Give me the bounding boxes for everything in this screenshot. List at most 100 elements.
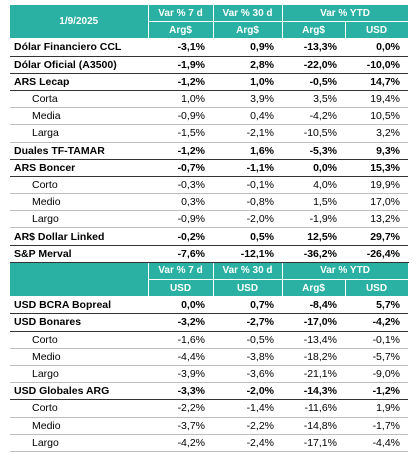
table-container: 1/9/2025 Var % 7 d Var % 30 d Var % YTD Arg$… — [10, 5, 409, 452]
value-cell: -2,2% — [213, 417, 282, 435]
unit-header: Arg$ — [282, 279, 346, 298]
value-cell: -8,4% — [282, 296, 345, 315]
data-row: Corto -1,6% -0,5% -13,4% -0,1% — [10, 331, 408, 349]
value-cell: -3,8% — [213, 348, 282, 366]
data-row: AR$ Dollar Linked -0,2% 0,5% 12,5% 29,7% — [10, 227, 408, 246]
unit-header: USD — [345, 279, 409, 298]
value-cell: -2,1% — [213, 124, 282, 143]
row-label: Corta — [10, 90, 148, 109]
value-cell: -0,9% — [148, 107, 213, 126]
value-cell: 12,5% — [282, 227, 345, 246]
value-cell: -14,8% — [282, 417, 345, 435]
value-cell: -1,2% — [148, 73, 213, 91]
unit-header: USD — [213, 279, 283, 298]
value-cell: -4,2% — [148, 434, 213, 452]
value-cell: -0,5% — [213, 331, 282, 349]
value-cell: 14,7% — [345, 73, 408, 91]
value-cell: -0,1% — [213, 176, 282, 195]
value-cell: 19,4% — [345, 90, 408, 109]
value-cell: -4,2% — [345, 313, 408, 332]
column-header: Var % YTD — [282, 262, 409, 281]
value-cell: 10,5% — [345, 107, 408, 126]
value-cell: -0,7% — [148, 159, 213, 177]
value-cell: -7,6% — [148, 245, 213, 263]
value-cell: -1,2% — [345, 382, 408, 401]
row-label: Medio — [10, 417, 148, 435]
date-cell — [10, 262, 149, 298]
value-cell: -11,6% — [282, 399, 345, 418]
value-cell: -5,3% — [282, 142, 345, 160]
value-cell: -13,3% — [282, 38, 345, 57]
header-row: Var % 7 d Var % 30 d Var % YTD — [10, 262, 409, 298]
value-cell: 0,5% — [213, 227, 282, 246]
value-cell: 3,9% — [213, 90, 282, 109]
data-row: Duales TF-TAMAR -1,2% 1,6% -5,3% 9,3% — [10, 142, 408, 160]
data-row: ARS Boncer -0,7% -1,1% 0,0% 15,3% — [10, 159, 408, 177]
row-label: Duales TF-TAMAR — [10, 142, 148, 160]
column-header: Var % 30 d — [213, 5, 283, 23]
data-row: Larga -1,5% -2,1% -10,5% 3,2% — [10, 124, 408, 143]
data-row: Largo -0,9% -2,0% -1,9% 13,2% — [10, 210, 408, 229]
row-label: Dólar Financiero CCL — [10, 38, 148, 57]
value-cell: 29,7% — [345, 227, 408, 246]
value-cell: -1,9% — [148, 56, 213, 74]
data-row: USD BCRA Bopreal 0,0% 0,7% -8,4% 5,7% — [10, 296, 408, 315]
value-cell: -0,3% — [148, 176, 213, 195]
row-label: AR$ Dollar Linked — [10, 227, 148, 246]
row-label: Dólar Oficial (A3500) — [10, 56, 148, 74]
value-cell: -2,2% — [148, 399, 213, 418]
value-cell: -4,4% — [345, 434, 408, 452]
data-row: Medio 0,3% -0,8% 1,5% 17,0% — [10, 193, 408, 212]
value-cell: -22,0% — [282, 56, 345, 74]
row-label: USD Globales ARG — [10, 382, 148, 401]
row-label: S&P Merval — [10, 245, 148, 263]
row-label: Media — [10, 107, 148, 126]
row-label: Corto — [10, 331, 148, 349]
value-cell: -2,7% — [213, 313, 282, 332]
unit-header: Arg$ — [282, 21, 346, 40]
unit-row: Arg$ Arg$ Arg$ USD — [10, 21, 409, 40]
value-cell: 3,5% — [282, 90, 345, 109]
value-cell: -21,1% — [282, 365, 345, 384]
value-cell: -10,0% — [345, 56, 408, 74]
data-row: Largo -4,2% -2,4% -17,1% -4,4% — [10, 434, 408, 452]
value-cell: -3,6% — [213, 365, 282, 384]
unit-header: Arg$ — [148, 21, 214, 40]
value-cell: -0,1% — [345, 331, 408, 349]
row-label: Largo — [10, 434, 148, 452]
value-cell: -14,3% — [282, 382, 345, 401]
value-cell: -12,1% — [213, 245, 282, 263]
value-cell: -36,2% — [282, 245, 345, 263]
row-label: Largo — [10, 210, 148, 229]
data-row: USD Globales ARG -3,3% -2,0% -14,3% -1,2% — [10, 382, 408, 401]
unit-header: Arg$ — [213, 21, 283, 40]
row-label: Larga — [10, 124, 148, 143]
value-cell: -2,0% — [213, 210, 282, 229]
data-row: S&P Merval -7,6% -12,1% -36,2% -26,4% — [10, 245, 408, 263]
data-row: Corto -0,3% -0,1% 4,0% 19,9% — [10, 176, 408, 195]
value-cell: 1,9% — [345, 399, 408, 418]
value-cell: -3,3% — [148, 382, 213, 401]
value-cell: -17,1% — [282, 434, 345, 452]
row-label: Largo — [10, 365, 148, 384]
value-cell: -1,5% — [148, 124, 213, 143]
value-cell: 15,3% — [345, 159, 408, 177]
value-cell: 0,7% — [213, 296, 282, 315]
value-cell: 3,2% — [345, 124, 408, 143]
row-label: Medio — [10, 348, 148, 366]
value-cell: 0,0% — [282, 159, 345, 177]
data-row: Dólar Financiero CCL -3,1% 0,9% -13,3% 0,0% — [10, 38, 408, 57]
row-label: ARS Boncer — [10, 159, 148, 177]
row-label: Medio — [10, 193, 148, 212]
value-cell: 2,8% — [213, 56, 282, 74]
data-row: USD Bonares -3,2% -2,7% -17,0% -4,2% — [10, 313, 408, 332]
value-cell: -4,2% — [282, 107, 345, 126]
data-row: Dólar Oficial (A3500) -1,9% 2,8% -22,0% -10,… — [10, 56, 408, 74]
data-row: Media -0,9% 0,4% -4,2% 10,5% — [10, 107, 408, 126]
value-cell: -4,4% — [148, 348, 213, 366]
unit-row: USD USD Arg$ USD — [10, 279, 409, 298]
row-label: USD BCRA Bopreal — [10, 296, 148, 315]
value-cell: -0,5% — [282, 73, 345, 91]
value-cell: -1,9% — [282, 210, 345, 229]
row-label: Corto — [10, 399, 148, 418]
